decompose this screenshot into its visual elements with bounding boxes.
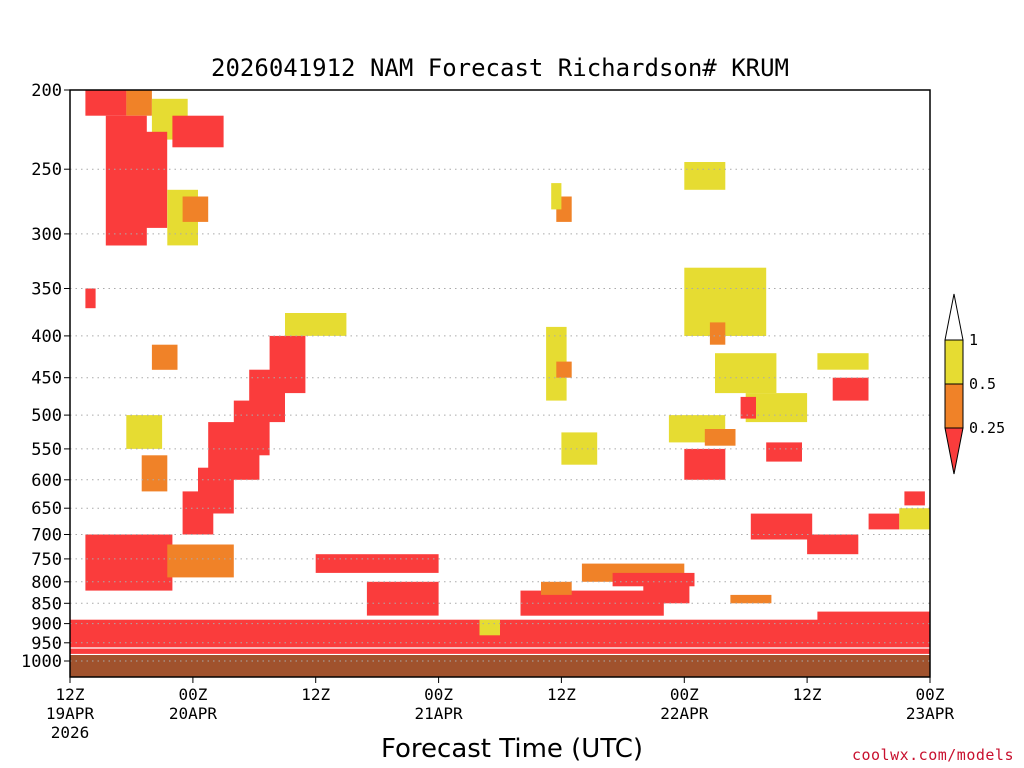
ground-layer [70,655,930,677]
data-cell-48 [643,581,690,604]
x-tick-date-7: 23APR [906,704,955,723]
x-tick-label-5: 00Z [670,685,699,704]
y-axis: 200 250 300 350 400 450 500 550 600 650 700 750 8008… [21,81,70,672]
colorbar-legend: 1 0.5 0.25 [944,293,1005,475]
colorbar-label-0: 1 [969,331,978,349]
data-cell-46 [807,534,859,555]
colorbar-bin-high [944,339,964,385]
y-tick-label-500: 500 [31,406,62,426]
colorbar-label-2: 0.25 [969,419,1005,437]
data-cell-52 [904,491,925,506]
data-cell-26 [541,581,572,595]
data-cell-51 [899,508,930,530]
colorbar-bottom-arrow [944,427,964,475]
data-cell-22 [315,554,439,573]
chart-title: 2026041912 NAM Forecast Richardson# KRUM [211,54,789,82]
y-tick-label-750: 750 [31,550,62,570]
x-tick-label-4: 12Z [547,685,576,704]
data-cell-53 [817,611,930,632]
y-tick-label-900: 900 [31,615,62,635]
data-cell-15 [182,491,214,535]
y-tick-label-600: 600 [31,471,62,491]
y-tick-label-350: 350 [31,280,62,300]
x-tick-label-3: 00Z [424,685,453,704]
data-cell-23 [366,581,439,616]
data-cell-19 [85,534,173,591]
data-cell-20 [167,544,234,578]
y-tick-label-250: 250 [31,160,62,180]
data-cell-8 [85,288,96,309]
data-cell-1 [126,90,152,116]
x-tick-label-6: 12Z [793,685,822,704]
data-cell-43 [684,448,726,480]
data-cell-31 [556,361,572,378]
data-cell-44 [766,442,802,462]
y-tick-label-200: 200 [31,81,62,101]
data-cell-49 [730,594,772,604]
x-tick-label-1: 00Z [178,685,207,704]
data-cell-0 [85,90,127,116]
plot-frame [69,89,931,678]
x-tick-label-2: 12Z [301,685,330,704]
gridlines [70,168,930,662]
y-tick-label-400: 400 [31,327,62,347]
y-tick-label-550: 550 [31,440,62,460]
data-cell-33 [684,162,726,190]
data-cell-38 [740,396,756,419]
watermark-text: coolwx.com/models [851,746,1014,764]
data-cell-32 [561,432,598,465]
colorbar-label-1: 0.5 [969,375,996,393]
data-cell-4 [136,131,168,228]
data-cell-45 [750,513,813,540]
data-cell-17 [126,415,163,449]
data-cell-36 [715,353,777,394]
y-tick-label-650: 650 [31,499,62,519]
data-cell-29 [551,183,562,210]
x-tick-date-5: 22APR [660,704,709,723]
data-cell-40 [832,377,869,401]
x-tick-label-7: 00Z [916,685,945,704]
data-cell-9 [285,313,347,336]
x-tick-label-0: 12Z [56,685,85,704]
x-tick-date-1: 20APR [169,704,218,723]
data-cell-27 [479,619,500,636]
y-tick-label-300: 300 [31,225,62,245]
data-cell-18 [141,455,168,492]
y-tick-label-450: 450 [31,369,62,389]
colorbar-bin-mid [944,383,964,429]
plot-area [70,90,930,677]
y-tick-label-700: 700 [31,526,62,546]
x-tick-date-3: 21APR [415,704,464,723]
y-tick-label-800: 800 [31,573,62,593]
data-cell-39 [817,353,869,370]
y-tick-label-1000: 1000 [21,652,62,672]
data-cell-35 [709,322,726,345]
data-cell-7 [182,196,209,222]
x-axis-label: Forecast Time (UTC) [381,734,643,764]
data-cell-5 [172,115,224,148]
data-cell-16 [151,344,178,370]
data-cell-42 [704,429,736,446]
data-cell-50 [868,513,900,530]
x-tick-year-0: 2026 [51,723,90,742]
y-tick-label-850: 850 [31,594,62,614]
x-tick-date-0: 19APR [46,704,95,723]
y-tick-label-950: 950 [31,634,62,654]
